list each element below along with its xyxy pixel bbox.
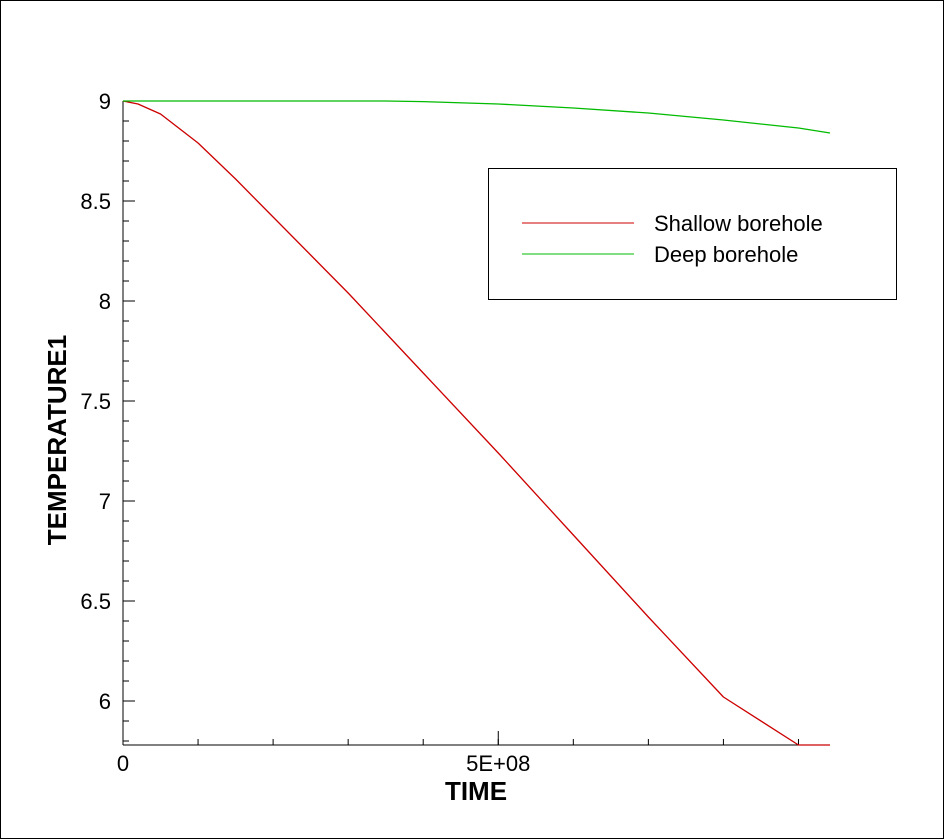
y-tick-label: 6 (99, 689, 111, 714)
y-tick-label: 7.5 (80, 389, 111, 414)
x-axis-ticks: 0 5E+08 (117, 731, 799, 776)
plot-area: 6 6.5 7 7.5 8 8.5 9 0 5E+08 (80, 89, 831, 776)
y-tick-label: 8.5 (80, 189, 111, 214)
x-axis-title: TIME (445, 776, 507, 806)
y-axis-title: TEMPERATURE1 (42, 335, 72, 545)
series-line-deep-borehole (123, 100, 831, 134)
y-tick-label: 6.5 (80, 589, 111, 614)
y-axis-ticks: 6 6.5 7 7.5 8 8.5 9 (80, 89, 135, 742)
legend-label-shallow-borehole: Shallow borehole (654, 211, 823, 236)
x-tick-label: 5E+08 (466, 751, 530, 776)
legend: Shallow borehole Deep borehole (488, 168, 897, 300)
series-line-shallow-borehole (122, 100, 830, 746)
y-tick-label: 7 (99, 489, 111, 514)
legend-label-deep-borehole: Deep borehole (654, 242, 798, 267)
y-tick-label: 9 (99, 89, 111, 114)
x-tick-label: 0 (117, 751, 129, 776)
legend-box (488, 168, 897, 300)
series-layer (122, 100, 831, 746)
y-tick-label: 8 (99, 289, 111, 314)
